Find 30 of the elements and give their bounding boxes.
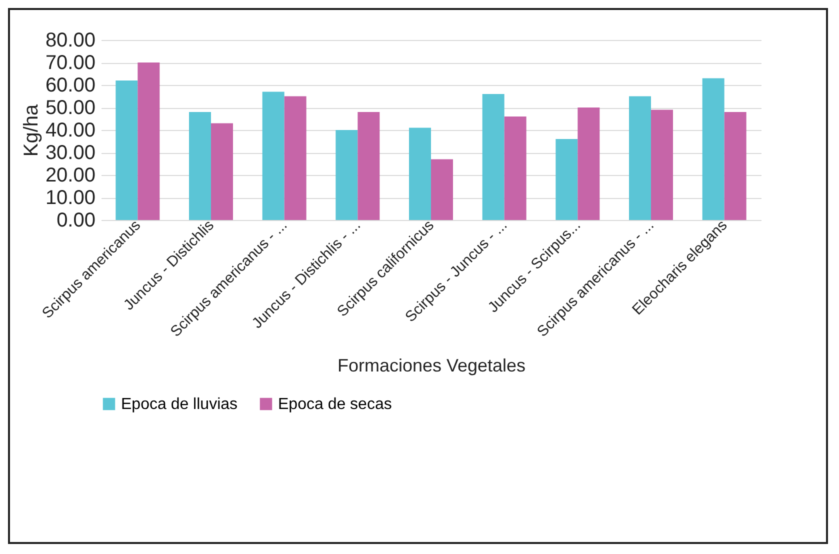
bar <box>482 94 504 220</box>
bar <box>211 123 233 220</box>
y-tick-label: 20.00 <box>45 164 96 186</box>
y-tick-label: 40.00 <box>45 120 96 142</box>
y-tick-label: 60.00 <box>45 74 96 96</box>
bar <box>578 108 600 220</box>
bar <box>702 78 724 220</box>
y-axis-title: Kg/ha <box>20 103 42 157</box>
bar <box>409 128 431 220</box>
y-tick-label: 30.00 <box>45 142 96 164</box>
bar <box>116 80 138 220</box>
legend-label: Epoca de secas <box>278 396 392 413</box>
bar <box>504 116 526 220</box>
bar <box>431 159 453 220</box>
y-tick-label: 80.00 <box>45 30 96 52</box>
legend-label: Epoca de lluvias <box>121 396 238 413</box>
bar <box>284 96 306 220</box>
bar <box>189 112 211 220</box>
bar <box>556 139 578 220</box>
bar <box>358 112 380 220</box>
bar <box>629 96 651 220</box>
bar <box>138 62 160 220</box>
bar <box>724 112 746 220</box>
x-axis-title: Formaciones Vegetales <box>337 356 526 376</box>
y-tick-label: 70.00 <box>45 52 96 74</box>
y-tick-label: 50.00 <box>45 97 96 119</box>
y-tick-label: 10.00 <box>45 187 96 209</box>
bar <box>651 110 673 220</box>
bar <box>336 130 358 220</box>
bar <box>262 92 284 220</box>
